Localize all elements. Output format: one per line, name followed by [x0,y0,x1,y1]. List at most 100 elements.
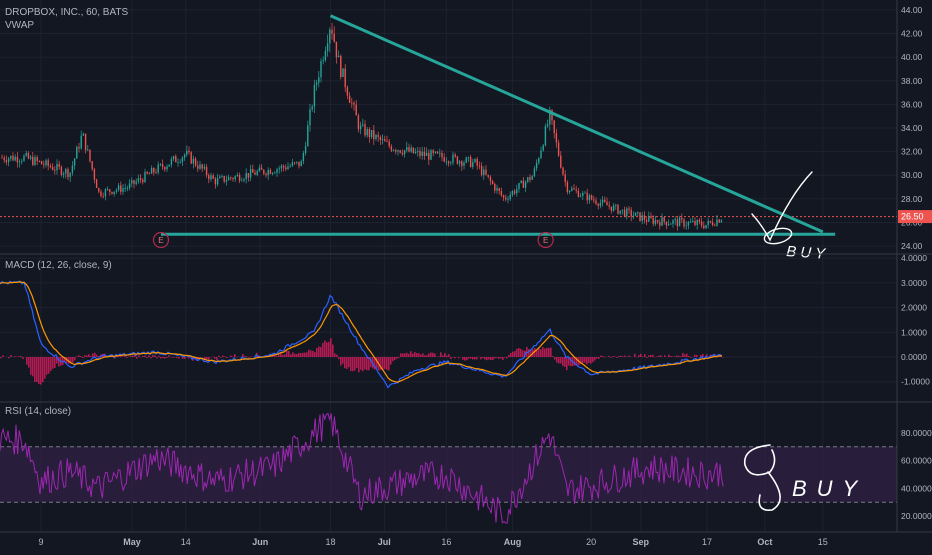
candle-body [30,157,31,159]
macd-histogram-bar [388,357,390,371]
macd-histogram-bar [278,354,280,357]
candle-body [529,177,530,180]
candle-body [631,210,632,217]
candle-body [81,136,82,149]
macd-histogram-bar [638,355,640,357]
candle-body [617,205,618,214]
candle-body [85,134,86,151]
candle-body [169,165,170,167]
candle-body [492,181,493,184]
candle-body [21,161,22,162]
macd-histogram-bar [472,357,474,359]
macd-histogram-bar [218,356,220,357]
candle-body [210,175,211,179]
candle-body [125,188,126,189]
candle-body [622,210,623,211]
candle-body [503,195,504,197]
macd-histogram-bar [158,356,160,357]
macd-histogram-bar [486,357,488,360]
macd-histogram-bar [152,355,154,357]
macd-histogram-bar [612,356,614,357]
candle-body [626,208,627,216]
candle-body [204,167,205,169]
candle-body [316,83,317,85]
macd-histogram-bar [250,356,252,357]
candle-body [463,163,464,166]
macd-histogram-bar [160,357,162,359]
macd-histogram-bar [322,343,324,357]
candle-body [345,68,346,87]
candle-body [505,197,506,199]
candle-body [452,155,453,163]
macd-histogram-bar [538,349,540,357]
macd-histogram-bar [592,357,594,362]
candle-body [367,129,368,135]
candle-body [351,103,352,104]
macd-histogram-bar [510,353,512,357]
candle-body [259,168,260,172]
macd-histogram-bar [88,354,90,357]
candle-body [646,220,647,222]
macd-histogram-bar [340,357,342,366]
candle-body [532,176,533,180]
candle-body [15,157,16,160]
candle-body [595,201,596,204]
macd-histogram-bar [332,345,334,357]
macd-histogram-bar [352,357,354,371]
macd-histogram-bar [368,357,370,370]
candle-body [186,151,187,155]
candle-body [679,218,680,226]
macd-histogram-bar [492,357,494,360]
macd-histogram-bar [448,354,450,357]
macd-histogram-bar [604,357,606,358]
macd-histogram-bar [584,357,586,363]
candle-body [199,164,200,168]
macd-histogram-bar [502,357,504,360]
macd-histogram-bar [458,357,460,358]
candle-body [714,225,715,226]
candle-body [52,167,53,170]
macd-histogram-bar [302,353,304,357]
macd-histogram-bar [316,348,318,357]
macd-histogram-bar [450,357,452,359]
macd-histogram-bar [464,357,466,361]
macd-histogram-bar [146,357,148,358]
candle-body [692,221,693,222]
candle-body [419,151,420,156]
candle-body [34,157,35,165]
macd-histogram-bar [136,357,138,359]
macd-histogram-bar [594,357,596,360]
macd-histogram-bar [304,353,306,357]
candle-body [19,162,20,163]
time-tick-label: Aug [504,537,522,547]
candle-body [362,124,363,125]
candle-body [479,166,480,167]
candle-body [301,161,302,166]
candle-body [639,212,640,220]
macd-histogram-bar [454,357,456,358]
macd-histogram-bar [394,357,396,360]
macd-histogram-bar [308,350,310,357]
macd-tick-label: 1.0000 [901,327,927,337]
candle-body [402,153,403,155]
candle-body [140,178,141,180]
candle-body [235,176,236,179]
candle-body [309,109,310,125]
candle-body [375,135,376,139]
earnings-marker-label: E [543,236,548,245]
candle-body [694,221,695,225]
macd-histogram-bar [616,357,618,358]
candle-body [307,125,308,146]
candle-body [120,185,121,192]
candle-body [611,207,612,211]
macd-histogram-bar [602,356,604,357]
macd-histogram-bar [588,357,590,363]
time-tick-label: 20 [586,537,596,547]
candle-body [587,193,588,201]
macd-histogram-bar [610,357,612,358]
macd-histogram-bar [444,353,446,357]
candle-body [17,157,18,162]
candle-body [657,220,658,222]
candle-body [408,147,409,151]
